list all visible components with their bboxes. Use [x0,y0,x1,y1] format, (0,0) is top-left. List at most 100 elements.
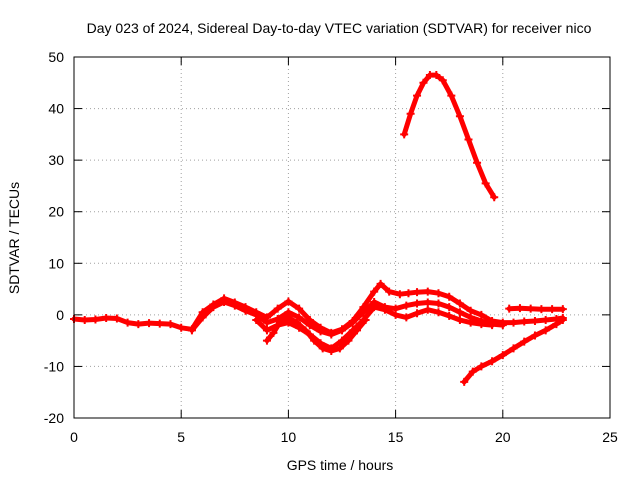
data-point [402,301,411,310]
data-point [460,377,469,386]
data-point [177,323,186,332]
data-point [406,109,415,118]
x-tick-label: 5 [177,429,185,445]
data-point [445,292,454,301]
x-tick-label: 20 [495,429,511,445]
data-point [537,305,546,314]
data-point [488,357,497,366]
x-tick-label: 15 [388,429,404,445]
data-series [70,71,567,386]
data-point [466,306,475,315]
y-axis-label: SDTVAR / TECUs [6,182,22,294]
data-point [295,304,304,313]
data-point [391,310,400,319]
series-track-d [262,313,370,355]
data-point [134,320,143,329]
data-point [91,315,100,324]
data-point [434,308,443,317]
y-tick-label: -10 [44,358,64,374]
data-point [413,288,422,297]
data-point [530,331,539,340]
data-point [530,317,539,326]
data-point [380,305,389,314]
data-point [413,91,422,100]
y-tick-label: 10 [48,255,64,271]
data-point [455,308,464,317]
data-point [509,344,518,353]
data-point [413,299,422,308]
data-point [252,316,261,325]
data-point [541,326,550,335]
data-point [464,135,473,144]
data-point [419,78,428,87]
data-point [292,318,301,327]
data-point [310,336,319,345]
data-point [230,301,239,310]
data-point [284,297,293,306]
data-point [447,91,456,100]
data-point [316,327,325,336]
data-point [359,308,368,317]
x-axis-ticks: 0 5 10 15 20 25 [70,57,618,445]
chart-title: Day 023 of 2024, Sidereal Day-to-day VTE… [87,20,592,36]
data-point [353,326,362,335]
plot-frame [73,56,611,419]
data-point [438,76,447,85]
data-point [348,318,357,327]
data-point [301,326,310,335]
data-point [515,304,524,313]
data-point [455,299,464,308]
data-point [488,321,497,330]
data-point [423,287,432,296]
data-point [269,328,278,337]
series-track-e [400,71,499,202]
data-point [509,318,518,327]
y-tick-label: 0 [56,307,64,323]
data-point [541,316,550,325]
data-point [262,336,271,345]
data-point [335,344,344,353]
series-track-g [505,304,567,314]
data-point [262,318,271,327]
data-point [468,367,477,376]
data-point [490,193,499,202]
data-point [413,309,422,318]
data-point [400,130,409,139]
x-tick-label: 0 [70,429,78,445]
data-point [498,351,507,360]
data-point [209,303,218,312]
data-point [284,313,293,322]
data-point [102,313,111,322]
x-tick-label: 25 [602,429,618,445]
data-point [273,304,282,313]
grid-lines [74,57,610,418]
data-point [434,289,443,298]
data-point [445,303,454,312]
y-tick-label: 40 [48,101,64,117]
data-point [455,316,464,325]
y-axis-ticks: -20 -10 0 10 20 30 40 50 [44,49,610,426]
data-point [520,317,529,326]
data-point [370,287,379,296]
y-tick-label: 30 [48,152,64,168]
data-point [112,314,121,323]
data-point [434,299,443,308]
data-point [305,321,314,330]
data-point [466,318,475,327]
data-point [423,305,432,314]
data-point [262,326,271,335]
y-tick-label: 50 [48,49,64,65]
data-point [145,319,154,328]
data-point [187,326,196,335]
data-point [477,362,486,371]
data-point [432,71,441,80]
x-axis-label: GPS time / hours [287,457,394,473]
data-point [344,336,353,345]
data-point [275,318,284,327]
y-tick-label: 20 [48,204,64,220]
data-point [404,289,413,298]
data-point [241,306,250,315]
data-point [402,313,411,322]
data-point [80,316,89,325]
